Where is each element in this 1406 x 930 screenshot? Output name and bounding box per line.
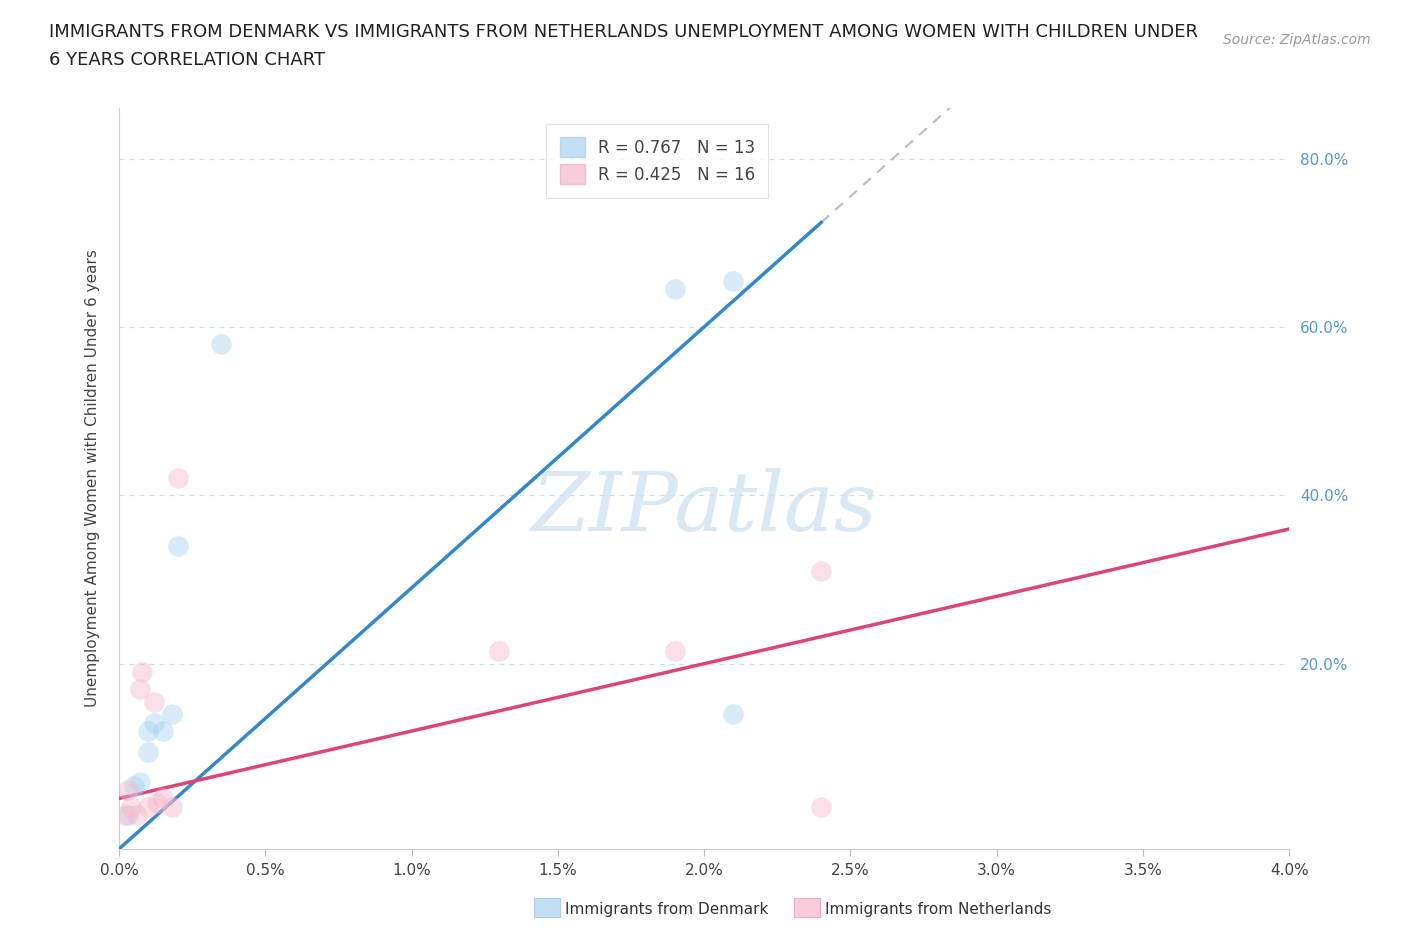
Point <box>166 538 188 553</box>
Text: Immigrants from Denmark: Immigrants from Denmark <box>565 902 769 917</box>
Text: 6 YEARS CORRELATION CHART: 6 YEARS CORRELATION CHART <box>49 51 325 69</box>
Point <box>143 715 166 730</box>
Point <box>166 471 188 485</box>
Point <box>664 644 686 658</box>
Point <box>723 707 745 722</box>
Point <box>117 782 139 797</box>
Point <box>810 564 832 578</box>
Point <box>136 800 159 815</box>
Point <box>664 282 686 297</box>
Point <box>131 665 153 680</box>
Legend: R = 0.767   N = 13, R = 0.425   N = 16: R = 0.767 N = 13, R = 0.425 N = 16 <box>547 124 769 198</box>
Text: ZIPatlas: ZIPatlas <box>531 468 877 548</box>
Point <box>128 682 150 697</box>
Point <box>125 808 148 823</box>
Point <box>160 707 183 722</box>
Point <box>136 745 159 760</box>
Point <box>723 273 745 288</box>
Point <box>122 778 145 793</box>
Point <box>143 694 166 709</box>
Point <box>209 337 232 352</box>
Point <box>136 724 159 738</box>
Point <box>160 800 183 815</box>
Point <box>114 808 136 823</box>
Point <box>152 724 174 738</box>
Point <box>117 808 139 823</box>
Point <box>152 790 174 805</box>
Text: Source: ZipAtlas.com: Source: ZipAtlas.com <box>1223 33 1371 46</box>
Point <box>128 774 150 789</box>
Y-axis label: Unemployment Among Women with Children Under 6 years: Unemployment Among Women with Children U… <box>86 249 100 708</box>
Text: IMMIGRANTS FROM DENMARK VS IMMIGRANTS FROM NETHERLANDS UNEMPLOYMENT AMONG WOMEN : IMMIGRANTS FROM DENMARK VS IMMIGRANTS FR… <box>49 23 1198 41</box>
Point <box>810 800 832 815</box>
Point <box>120 800 142 815</box>
Point <box>488 644 510 658</box>
Point <box>146 795 169 810</box>
Text: Immigrants from Netherlands: Immigrants from Netherlands <box>825 902 1052 917</box>
